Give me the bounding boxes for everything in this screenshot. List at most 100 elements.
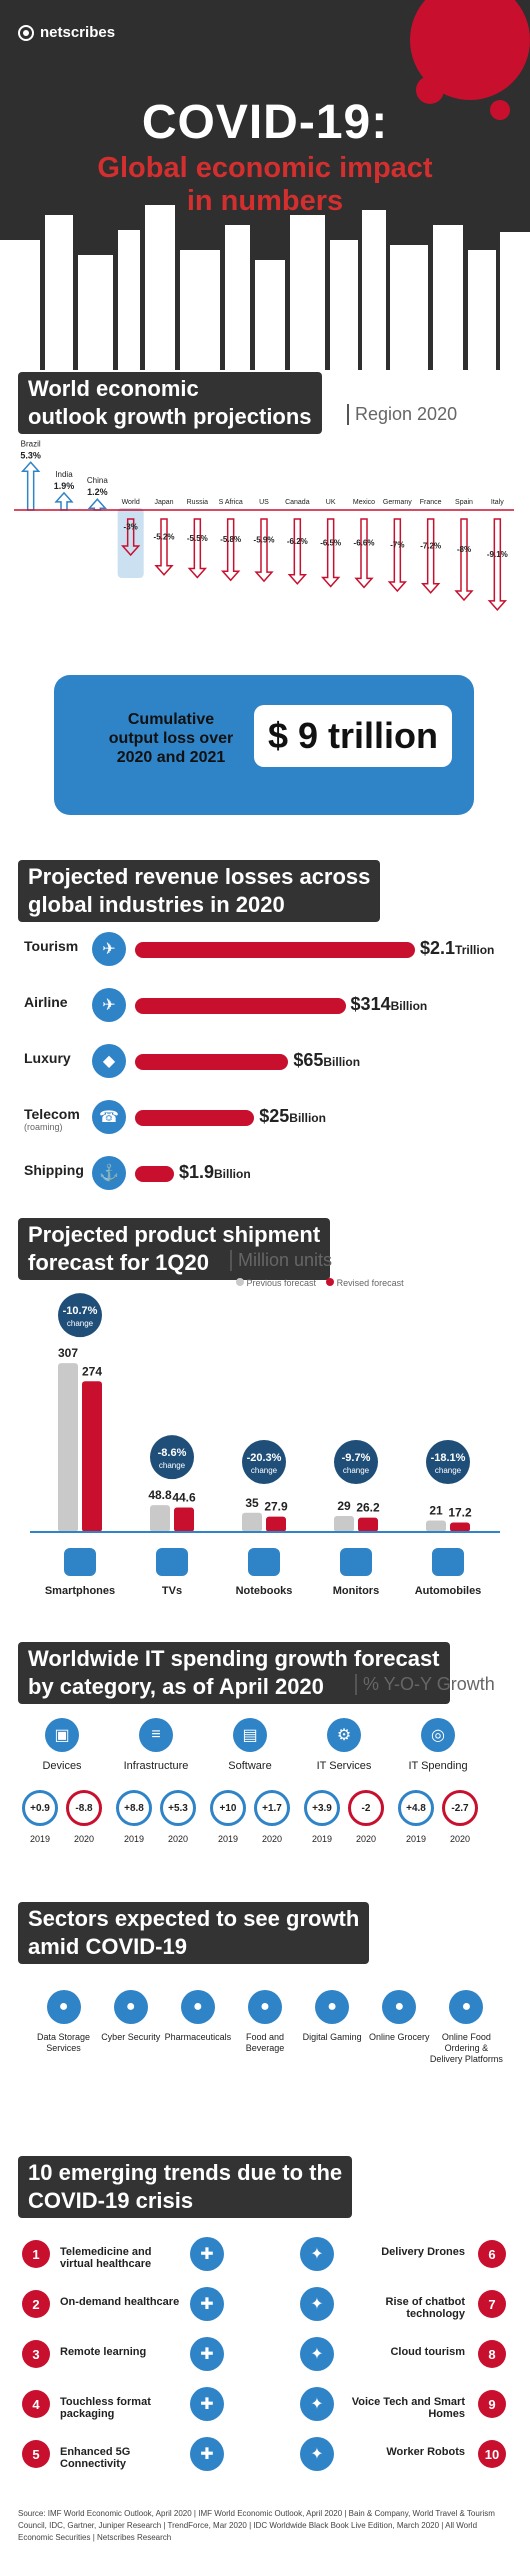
bar-s-africa: [220, 518, 241, 582]
revenue-bar-luxury: [135, 1054, 289, 1070]
logo-text: netscribes: [40, 24, 116, 41]
tick-label-smartphones: Smartphones: [45, 1585, 115, 1597]
trend-icon: ✦: [300, 2337, 334, 2371]
page-subtitle: Global economic impact in numbers: [97, 152, 433, 217]
bar-previous-notebooks: [242, 1512, 262, 1532]
tick-label-brazil: Brazil: [21, 439, 41, 448]
change-label-notebooks: -20.3%: [247, 1452, 282, 1464]
revenue-bar-telecom: [135, 1110, 255, 1126]
change-label-automobiles: -18.1%: [431, 1452, 466, 1464]
bar-us: [254, 518, 274, 583]
data-label-russia: -5.5%: [187, 534, 208, 543]
year-label: 2020: [355, 1834, 377, 1844]
change-caption-tvs: change: [159, 1461, 186, 1470]
revenue-value-telecom: $25Billion: [259, 1106, 326, 1126]
data-label-germany: -7%: [390, 541, 404, 550]
change-badge-tvs: [150, 1435, 194, 1480]
data-label-revised-notebooks: 27.9: [264, 1500, 288, 1514]
it-label-infrastructure: Infrastructure: [123, 1760, 189, 1772]
year-label: 2020: [449, 1834, 471, 1844]
outlook-title: World economic outlook growth projection…: [18, 372, 322, 434]
data-label-brazil: 5.3%: [20, 450, 41, 460]
logo: netscribes: [18, 24, 115, 41]
year-label: 2019: [123, 1834, 145, 1844]
trend-number: 10: [478, 2440, 506, 2468]
revenue-label-shipping: Shipping: [24, 1162, 84, 1178]
data-label-previous-notebooks: 35: [245, 1496, 259, 1510]
it-2019-infrastructure: +8.8: [116, 1790, 152, 1826]
change-caption-notebooks: change: [251, 1466, 278, 1475]
cumulative-box: Cumulative output loss over 2020 and 202…: [54, 675, 474, 815]
outlook-chart: Brazil 5.3% India 1.9% China 1.2% World -3% Japa…: [14, 439, 514, 612]
bar-revised-notebooks: [266, 1516, 286, 1532]
data-label-japan: -5.2%: [154, 532, 175, 541]
sector-label-online-grocery: Online Grocery: [369, 2032, 430, 2042]
tick-label-india: India: [55, 470, 73, 479]
it-services-icon: ⚙: [327, 1718, 361, 1752]
it-2019-software: +10: [210, 1790, 246, 1826]
it-2020-devices: -8.8: [66, 1790, 102, 1826]
year-label: 2019: [311, 1834, 333, 1844]
bar-italy: [487, 518, 508, 612]
shipment-note: Million units: [230, 1250, 332, 1271]
change-caption-monitors: change: [343, 1466, 370, 1475]
legend: Previous forecast Revised forecast: [236, 1278, 404, 1288]
trend-label: Rise of chatbot technology: [385, 2296, 465, 2320]
trend-label: Worker Robots: [386, 2446, 465, 2458]
data-label-china: 1.2%: [87, 487, 108, 497]
bar-germany: [387, 518, 408, 593]
luxury-icon: ◆: [92, 1044, 126, 1078]
shipping-icon: ⚓: [92, 1156, 126, 1190]
bar-japan: [154, 518, 174, 576]
bar-revised-monitors: [358, 1517, 378, 1532]
bar-uk: [320, 518, 341, 588]
data-label-spain: -8%: [457, 545, 471, 554]
sector-label-online-food-ordering-delivery-platforms: Online Food Ordering & Delivery Platform…: [429, 2032, 503, 2064]
bar-previous-monitors: [334, 1516, 354, 1532]
revenue-label-tourism: Tourism: [24, 938, 79, 954]
bar-world: [120, 518, 141, 557]
online-grocery-icon: ●: [382, 1990, 417, 2024]
trend-number: 9: [478, 2390, 506, 2418]
data-label-previous-smartphones: 307: [58, 1346, 78, 1360]
tick-label-world: World: [122, 499, 140, 506]
year-label: 2020: [261, 1834, 283, 1844]
trend-number: 1: [22, 2240, 50, 2268]
it-2020-software: +1.7: [254, 1790, 290, 1826]
year-label: 2020: [167, 1834, 189, 1844]
tick-label-france: France: [420, 499, 442, 506]
tick-label-italy: Italy: [491, 499, 504, 506]
year-label: 2019: [29, 1834, 51, 1844]
data-label-revised-smartphones: 274: [82, 1364, 102, 1378]
it-spending-icon: ◎: [421, 1718, 455, 1752]
revenue-value-tourism: $2.1Trillion: [420, 938, 495, 958]
bar-russia: [187, 518, 208, 579]
sector-label-data-storage-services: Data Storage Services: [37, 2032, 91, 2053]
data-label-previous-automobiles: 21: [429, 1503, 443, 1517]
tick-label-uk: UK: [326, 499, 336, 506]
data-label-italy: -9.1%: [487, 550, 508, 559]
airline-icon: ✈: [92, 988, 126, 1022]
year-label: 2020: [73, 1834, 95, 1844]
digital-gaming-icon: ●: [315, 1990, 350, 2024]
it-2019-it-spending: +4.8: [398, 1790, 434, 1826]
trend-label: Telemedicine and virtual healthcare: [60, 2246, 152, 2270]
revenue-bar-tourism: [135, 942, 415, 958]
legend-swatch-revised: [326, 1278, 335, 1286]
world-highlight: [117, 508, 144, 578]
bar-india: [54, 491, 74, 511]
data-label-mexico: -6.6%: [354, 539, 375, 548]
it-label-it-services: IT Services: [316, 1760, 372, 1772]
bar-france: [420, 518, 441, 594]
it-2020-it-services: -2: [348, 1790, 384, 1826]
data-label-revised-automobiles: 17.2: [448, 1506, 472, 1520]
sectors-title: Sectors expected to see growth amid COVI…: [18, 1902, 370, 1964]
change-badge-smartphones: [58, 1293, 102, 1338]
bar-revised-automobiles: [450, 1522, 470, 1532]
trend-icon: ✚: [190, 2387, 224, 2421]
trend-icon: ✦: [300, 2387, 334, 2421]
tick-label-germany: Germany: [383, 499, 412, 506]
trend-label: Enhanced 5G Connectivity: [60, 2446, 131, 2470]
bar-canada: [287, 518, 308, 585]
trends-title: 10 emerging trends due to the COVID-19 c…: [18, 2156, 353, 2218]
